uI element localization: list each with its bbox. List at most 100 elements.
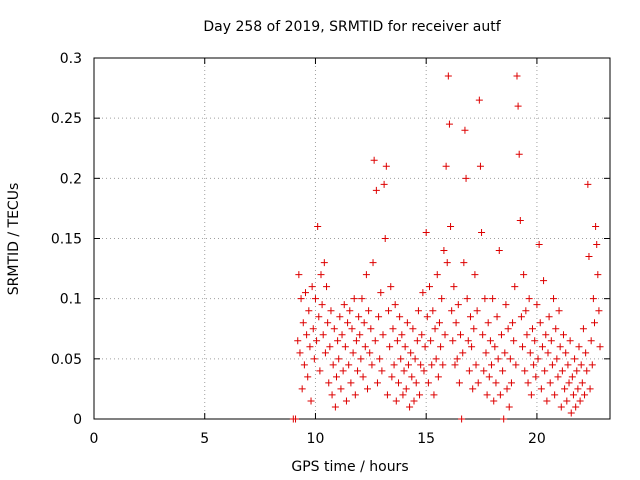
data-point [347,379,355,387]
data-point [552,325,560,333]
data-point [559,331,567,339]
data-point [407,349,415,357]
data-point [510,337,518,345]
data-point [574,385,582,393]
data-point [592,222,600,230]
data-point [382,162,390,170]
x-axis-label: GPS time / hours [291,459,408,475]
data-point [524,379,532,387]
data-point [530,361,538,369]
data-point [535,241,543,249]
data-point [420,367,428,375]
data-point [448,307,456,315]
data-point [593,241,601,249]
data-point [373,379,381,387]
data-point [476,162,484,170]
data-point [426,283,434,291]
data-point [572,403,580,411]
y-axis-label: SRMTID / TECUs [6,183,22,296]
data-point [457,331,465,339]
data-point [519,343,527,351]
data-point [452,319,460,327]
data-point [414,307,422,315]
data-point [445,120,453,128]
data-point [389,325,397,333]
data-point [416,391,424,399]
data-point [582,349,590,357]
data-point [587,337,595,345]
data-point [450,283,458,291]
data-point [501,349,509,357]
data-point [504,325,512,333]
data-point [350,295,358,303]
data-point [361,343,369,351]
data-point [470,325,478,333]
chart-title: Day 258 of 2019, SRMTID for receiver aut… [203,19,501,35]
data-point [396,313,404,321]
data-point [464,337,472,345]
data-point [550,295,558,303]
data-point [308,283,316,291]
data-point [357,355,365,363]
data-point [545,313,553,321]
data-point [391,301,399,309]
data-point [465,367,473,375]
data-point [520,271,528,279]
data-point [534,355,542,363]
data-point [430,391,438,399]
data-point [362,271,370,279]
data-point [588,361,596,369]
data-point [368,361,376,369]
data-point [341,343,349,351]
x-tick-label: 0 [90,431,99,447]
data-point [500,415,508,423]
data-point [516,216,524,224]
data-point [499,367,507,375]
data-point [542,331,550,339]
data-point [321,349,329,357]
data-point [469,385,477,393]
data-point [514,102,522,110]
y-tick-label: 0.3 [60,51,82,67]
data-point [348,325,356,333]
data-point [585,253,593,261]
data-point [596,343,604,351]
y-tick-label: 0.2 [60,171,82,187]
data-point [386,343,394,351]
data-point [320,259,328,267]
axis-ticks: 0 5 10 15 20 0 0.05 0.1 0.15 0.2 0.25 0.3 [51,51,610,447]
data-point [388,373,396,381]
data-point [526,349,534,357]
data-point [488,361,496,369]
data-point [370,156,378,164]
data-point [489,295,497,303]
data-point [566,337,574,345]
data-point [479,331,487,339]
data-point [551,391,559,399]
data-point [298,385,306,393]
data-point [554,373,562,381]
data-point [392,397,400,405]
data-point [515,150,523,158]
data-point [329,361,337,369]
data-point [317,271,325,279]
data-point [360,319,368,327]
data-point [342,397,350,405]
data-point [318,301,326,309]
data-point [367,325,375,333]
data-point [531,337,539,345]
data-point [568,373,576,381]
data-point [522,307,530,315]
data-point [371,337,379,345]
data-point [472,361,480,369]
data-point [376,355,384,363]
data-point [439,361,447,369]
x-tick-label: 15 [417,431,435,447]
data-point [390,361,398,369]
data-point [434,373,442,381]
data-point [395,379,403,387]
y-tick-label: 0.15 [51,232,82,248]
data-point [327,307,335,315]
data-point [562,349,570,357]
